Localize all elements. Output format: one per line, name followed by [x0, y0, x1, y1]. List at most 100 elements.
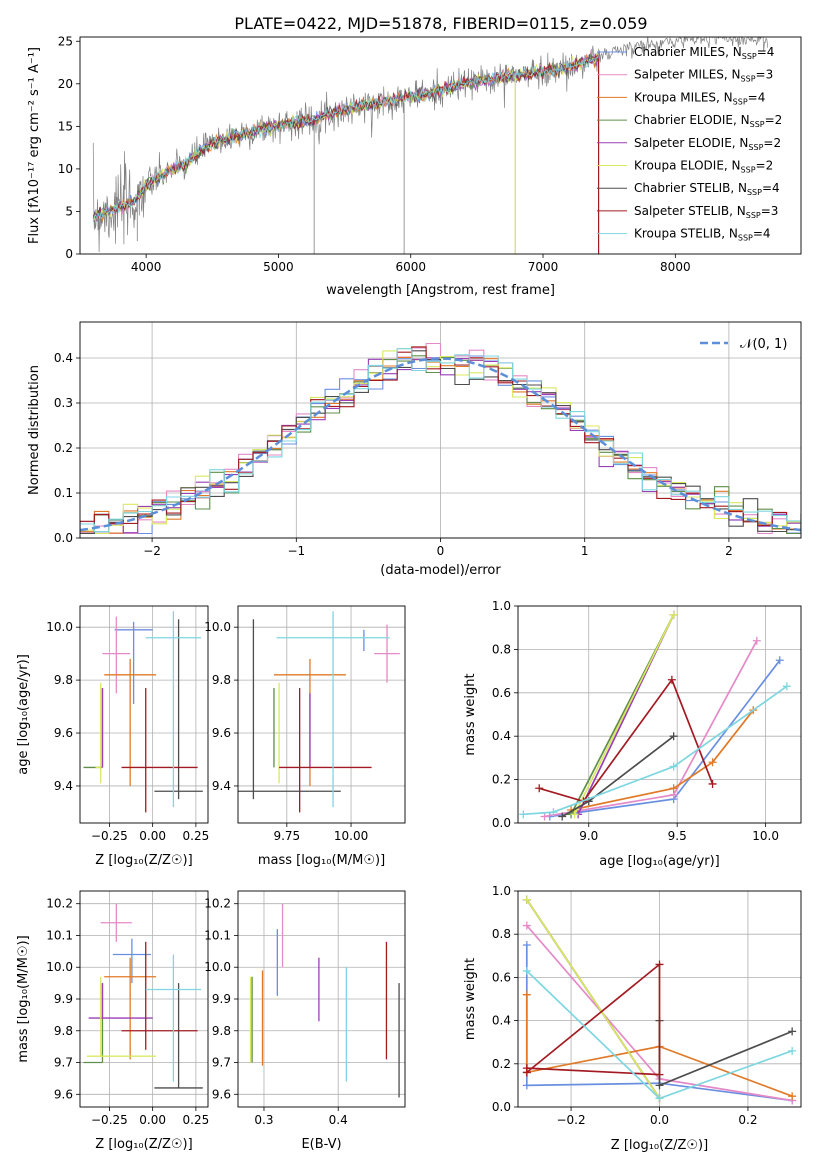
marker-kroupa_stelib: [782, 682, 791, 691]
y-tick-label: 10.1: [204, 928, 231, 942]
y-tick-label: 0.2: [492, 773, 511, 787]
x-tick-label: −0.2: [556, 1113, 585, 1127]
marker-salpeter_stelib: [655, 960, 664, 969]
model-chabrier_stelib: [92, 54, 599, 220]
axes-frame: [517, 605, 802, 824]
normal-curve: [80, 357, 801, 532]
x-tick-label: −1: [287, 544, 305, 558]
x-tick-label: 9.5: [668, 829, 687, 843]
line-salpeter_stelib: [526, 962, 661, 1076]
x-tick-label: 0.00: [139, 1113, 166, 1127]
marker-kroupa_miles: [522, 990, 531, 999]
x-tick-label: 0.2: [738, 1113, 757, 1127]
y-tick-label: 9.7: [54, 1056, 73, 1070]
y-tick-label: 9.8: [54, 673, 73, 687]
marker-kroupa_miles: [669, 784, 678, 793]
x-tick-label: 0.00: [139, 829, 166, 843]
axes-frame: [79, 605, 209, 824]
y-tick-label: 9.4: [54, 779, 73, 793]
y-tick-label: 0.6: [492, 970, 511, 984]
y-tick-label: 9.9: [212, 992, 231, 1006]
y-axis-label: mass weight: [463, 958, 478, 1040]
x-axis-label: (data-model)/error: [380, 563, 501, 578]
y-tick-label: 20: [58, 77, 73, 91]
x-tick-label: 1: [581, 544, 589, 558]
y-tick-label: 9.6: [54, 726, 73, 740]
y-tick-label: 0.0: [492, 816, 511, 830]
y-tick-label: 0.8: [492, 927, 511, 941]
legend-label: Salpeter STELIB, NSSP=3: [634, 204, 778, 220]
marker-kroupa_stelib: [549, 808, 558, 817]
model-kroupa_stelib: [92, 55, 600, 222]
spectrum-plot: [92, 37, 769, 254]
marker-kroupa_elodie: [669, 610, 678, 619]
y-tick-label: 10.1: [46, 928, 73, 942]
data-spectrum-red: [598, 37, 769, 63]
y-tick-label: 10: [58, 162, 73, 176]
y-tick-label: 0.0: [54, 531, 73, 545]
y-tick-label: 9.8: [54, 1024, 73, 1038]
y-axis-label: age [log₁₀(age/yr)]: [16, 654, 31, 775]
errorbars-age_vs_Z: [83, 611, 203, 813]
y-tick-label: 9.7: [212, 1056, 231, 1070]
marker-kroupa_stelib: [788, 1046, 797, 1055]
y-tick-label: 9.6: [212, 1087, 231, 1101]
x-tick-label: 0.4: [329, 1113, 348, 1127]
x-tick-label: 10.00: [334, 829, 368, 843]
model-salpeter_stelib: [93, 54, 599, 219]
y-tick-label: 0.0: [492, 1100, 511, 1114]
marker-kroupa_stelib: [655, 1094, 664, 1103]
x-tick-label: 5000: [263, 260, 294, 274]
axes-frame: [517, 890, 802, 1108]
marker-kroupa_stelib: [669, 762, 678, 771]
line-kroupa_elodie: [526, 899, 661, 1099]
axes-weight_vs_age: 9.0 9.5 10.0 0.0 0.2 0.4 0.6 0.8 1.0: [492, 599, 801, 843]
axes-frame: [79, 36, 802, 255]
marker-salpeter_miles: [752, 636, 761, 645]
y-tick-label: 0.4: [492, 729, 511, 743]
x-tick-label: 10.0: [752, 829, 779, 843]
x-tick-label: 9.0: [579, 829, 598, 843]
line-salpeter_miles: [544, 640, 758, 818]
figure-title: PLATE=0422, MJD=51878, FIBERID=0115, z=0…: [234, 14, 647, 33]
marker-chabrier_miles: [522, 1081, 531, 1090]
y-tick-label: 15: [58, 119, 73, 133]
y-tick-label: 10.2: [46, 897, 73, 911]
x-tick-label: 0.0: [650, 1113, 669, 1127]
y-tick-label: 9.9: [54, 992, 73, 1006]
x-tick-label: 2: [725, 544, 733, 558]
y-tick-label: 10.2: [204, 897, 231, 911]
x-tick-label: 0.25: [183, 1113, 210, 1127]
marker-salpeter_stelib: [708, 779, 717, 788]
x-axis-label: E(B-V): [301, 1137, 341, 1152]
legend-label: Salpeter MILES, NSSP=3: [634, 68, 773, 84]
model-kroupa_elodie: [92, 51, 599, 220]
y-tick-label: 0.3: [54, 396, 73, 410]
y-tick-label: 9.8: [212, 673, 231, 687]
spectrum-legend: Chabrier MILES, NSSP=4 Salpeter MILES, NS…: [597, 45, 782, 243]
axes-age_vs_mass: 9.75 10.00 9.4 9.6 9.8 10.0: [204, 606, 405, 843]
marker-chabrier_miles: [522, 941, 531, 949]
x-tick-label: 8000: [660, 260, 691, 274]
x-tick-label: 0: [437, 544, 445, 558]
y-tick-label: 25: [58, 34, 73, 48]
errorbars-age_vs_mass: [238, 611, 400, 813]
x-tick-label: 0.3: [254, 1113, 273, 1127]
axes-age_vs_Z: −0.25 0.00 0.25 9.4 9.6 9.8 10.0: [46, 606, 209, 843]
legend-label: Chabrier STELIB, NSSP=4: [634, 181, 780, 197]
y-tick-label: 10.0: [46, 960, 73, 974]
legend-label: Chabrier ELODIE, NSSP=2: [634, 113, 782, 129]
axes-frame: [79, 890, 209, 1108]
model-kroupa_miles: [92, 53, 599, 222]
x-axis-label: wavelength [Angstrom, rest frame]: [326, 283, 555, 298]
marker-chabrier_miles: [775, 656, 784, 665]
line-kroupa_miles: [570, 709, 754, 811]
marker-salpeter_stelib: [667, 675, 676, 684]
model-chabrier_miles: [92, 52, 599, 222]
x-tick-label: −0.25: [91, 829, 128, 843]
axes-frame: [237, 605, 406, 824]
y-tick-label: 5: [65, 204, 73, 218]
x-tick-label: 0.25: [183, 829, 210, 843]
y-axis-label: Normed distribution: [27, 365, 42, 495]
marker-kroupa_stelib: [519, 810, 528, 819]
